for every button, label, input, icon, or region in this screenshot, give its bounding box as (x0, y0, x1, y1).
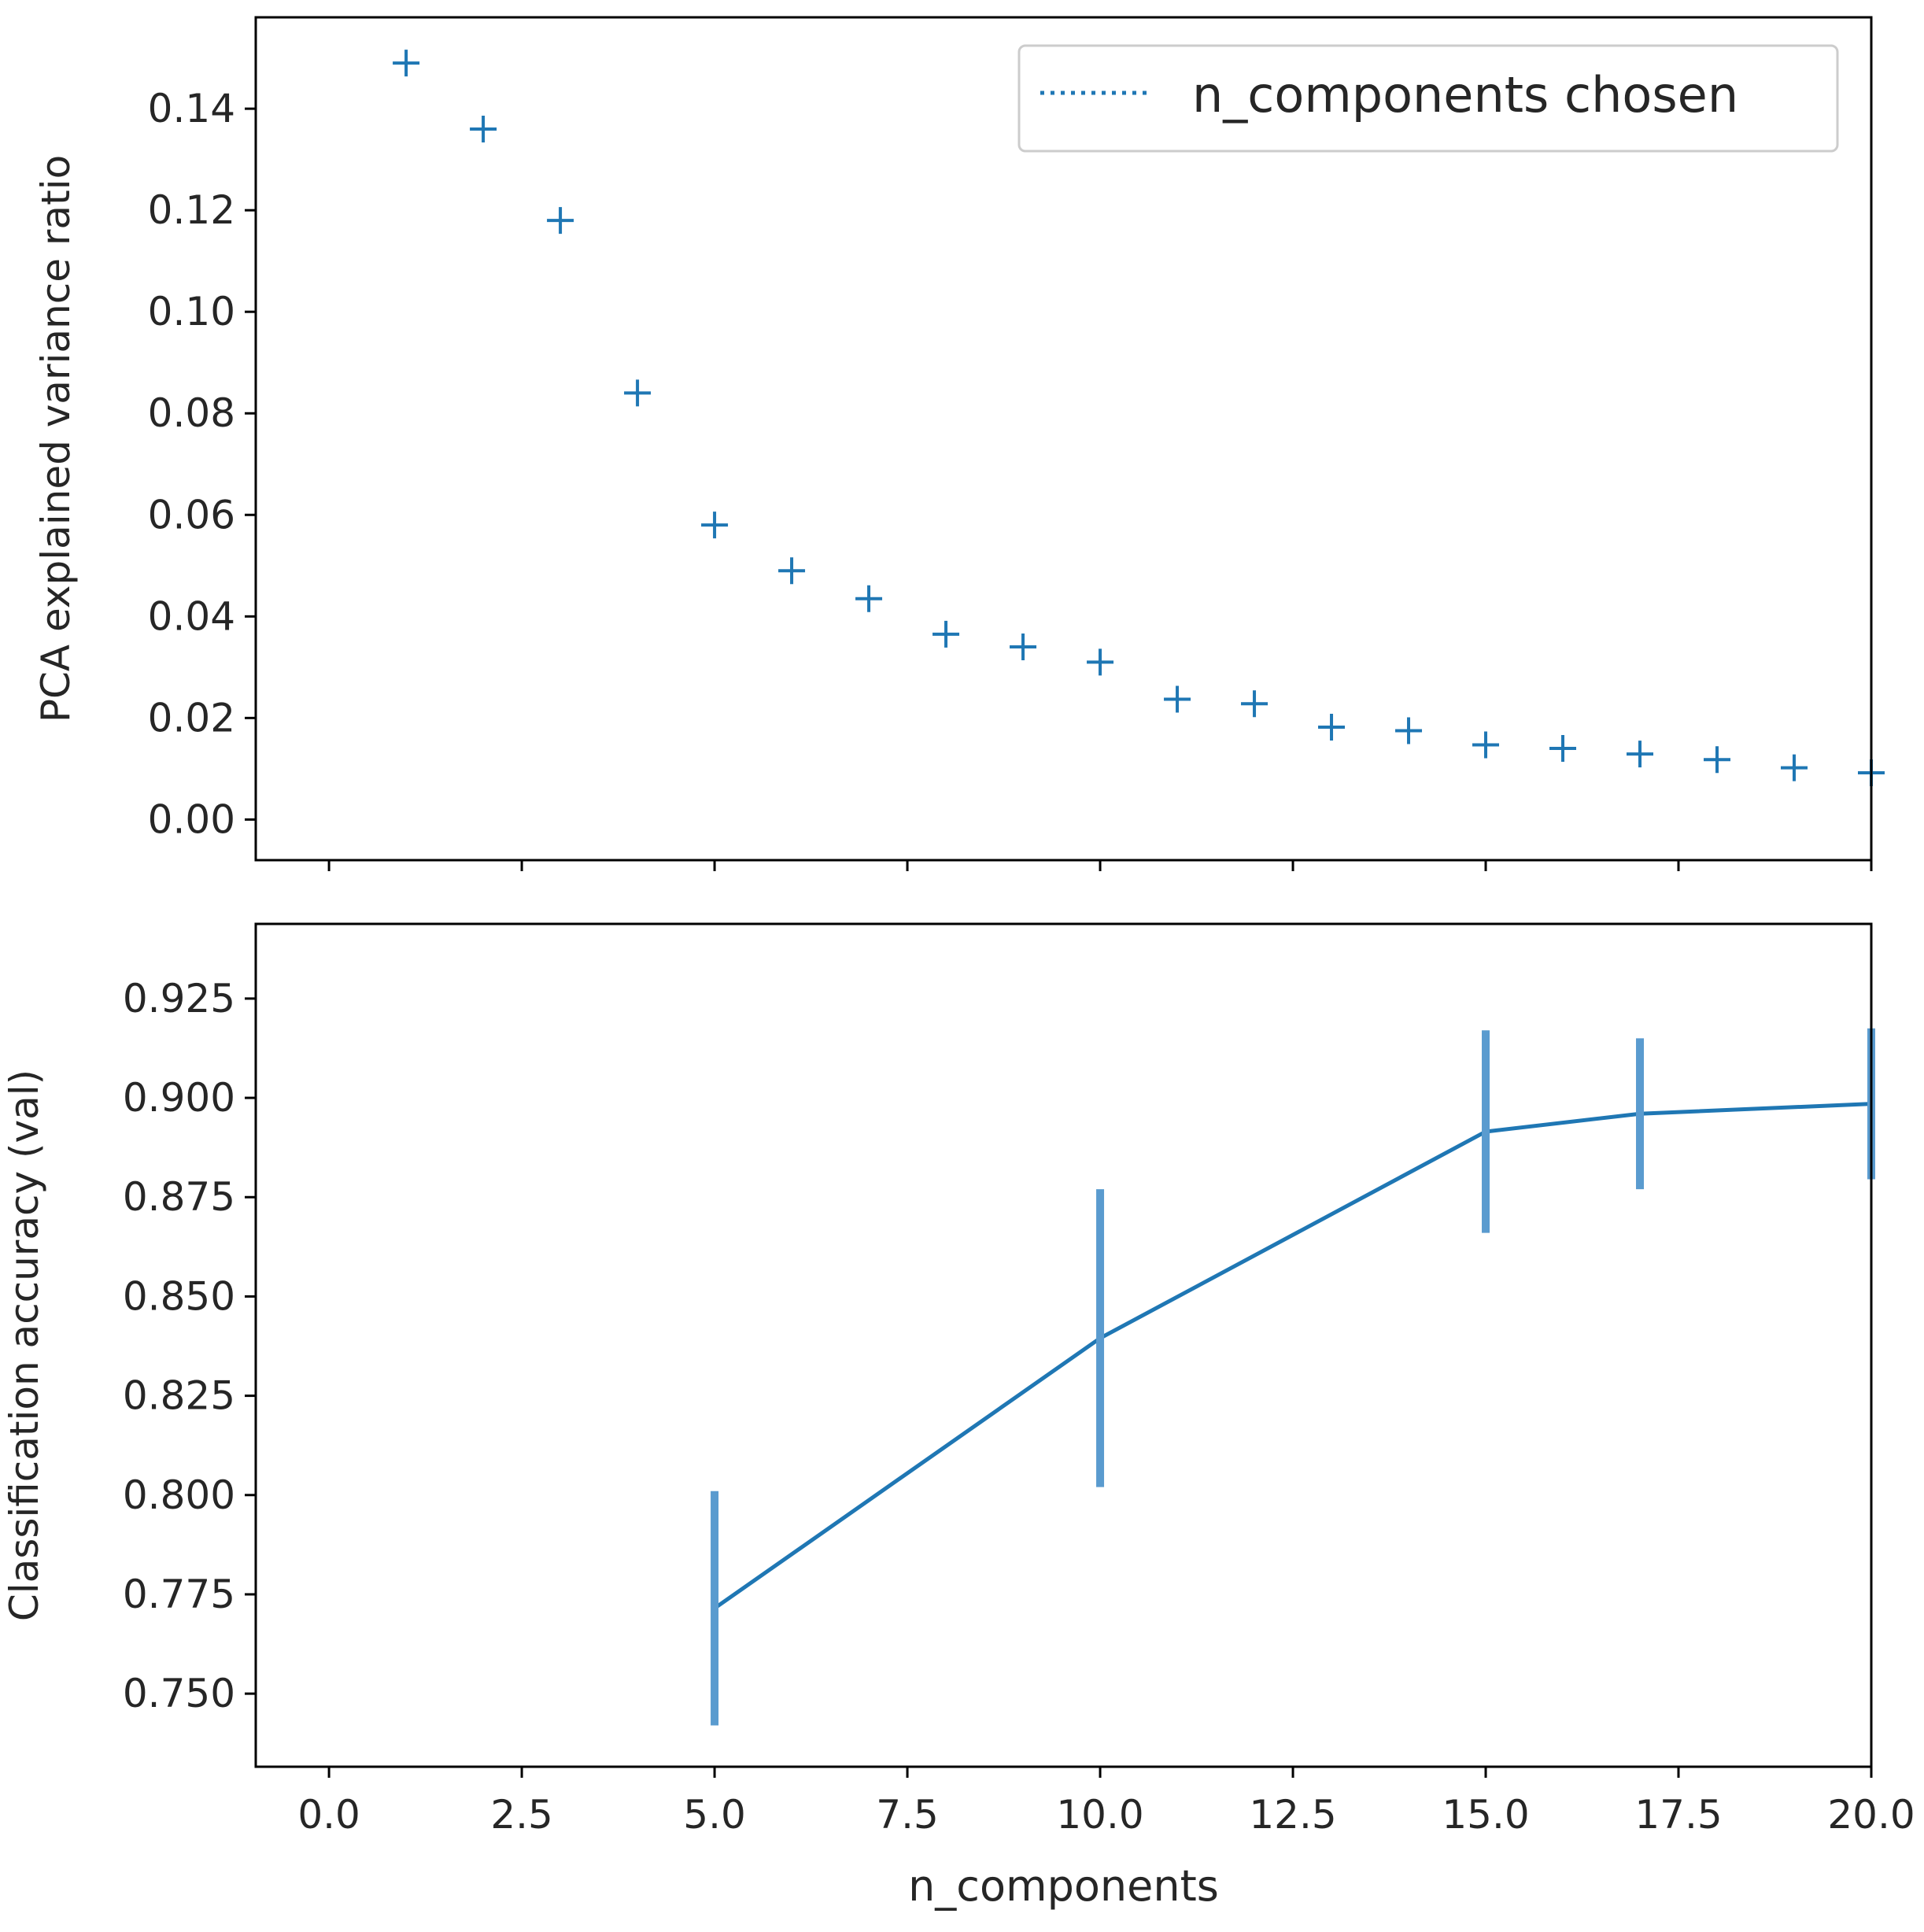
y-tick-label: 0.04 (148, 593, 235, 639)
data-point (1318, 713, 1346, 741)
x-tick-label: 10.0 (1056, 1792, 1143, 1838)
y-tick-label: 0.825 (123, 1373, 235, 1419)
accuracy-line (713, 1102, 1872, 1610)
legend-box (1017, 44, 1839, 153)
data-point (1472, 731, 1500, 759)
x-tick-label: 12.5 (1249, 1792, 1336, 1838)
data-point (855, 585, 883, 612)
data-point (1704, 746, 1731, 774)
y-tick-label: 0.800 (123, 1472, 235, 1518)
data-point (701, 512, 729, 539)
axes-frame (254, 922, 1873, 1768)
y-tick-label: 0.850 (123, 1273, 235, 1319)
data-point (1781, 754, 1808, 781)
data-point (932, 620, 960, 648)
y-axis-label: Classification accuracy (val) (2, 1069, 47, 1621)
data-point (624, 379, 652, 407)
data-point (1627, 741, 1654, 768)
x-axis-label: n_components (908, 1861, 1219, 1911)
y-tick-label: 0.10 (148, 289, 235, 334)
data-point (1549, 735, 1577, 763)
y-axis-label: PCA explained variance ratio (33, 155, 79, 722)
y-tick-label: 0.12 (148, 187, 235, 233)
y-tick-label: 0.775 (123, 1572, 235, 1617)
x-tick-label: 7.5 (876, 1792, 939, 1838)
y-tick-label: 0.02 (148, 695, 235, 741)
data-point (393, 50, 420, 77)
y-tick-label: 0.06 (148, 492, 235, 537)
y-tick-label: 0.14 (148, 86, 235, 131)
data-point (547, 207, 574, 235)
y-tick-label: 0.875 (123, 1174, 235, 1220)
x-tick-label: 5.0 (683, 1792, 746, 1838)
data-point (1164, 685, 1191, 713)
x-tick-label: 0.0 (297, 1792, 360, 1838)
x-tick-label: 15.0 (1442, 1792, 1529, 1838)
accuracy-panel: 0.750 0.775 0.800 0.825 0.850 0.875 0.900 0.925… (2, 922, 1915, 1911)
y-tick-label: 0.750 (123, 1671, 235, 1716)
x-tick-label: 17.5 (1634, 1792, 1722, 1838)
axes-frame (254, 16, 1873, 862)
legend-label: n_components chosen (1192, 66, 1738, 124)
data-point (778, 557, 806, 585)
data-point (1395, 717, 1423, 744)
data-point (470, 115, 497, 142)
data-point (1087, 648, 1114, 676)
data-point (1241, 690, 1269, 718)
data-point (1010, 634, 1037, 661)
y-tick-label: 0.925 (123, 976, 235, 1021)
y-tick-label: 0.08 (148, 390, 235, 436)
y-tick-label: 0.00 (148, 796, 235, 842)
variance-panel: 0.00 0.02 0.04 0.06 0.08 0.10 0.12 0.14 PCA expl… (33, 16, 1885, 871)
x-tick-label: 2.5 (490, 1792, 553, 1838)
x-tick-label: 20.0 (1827, 1792, 1915, 1838)
y-tick-label: 0.900 (123, 1075, 235, 1121)
